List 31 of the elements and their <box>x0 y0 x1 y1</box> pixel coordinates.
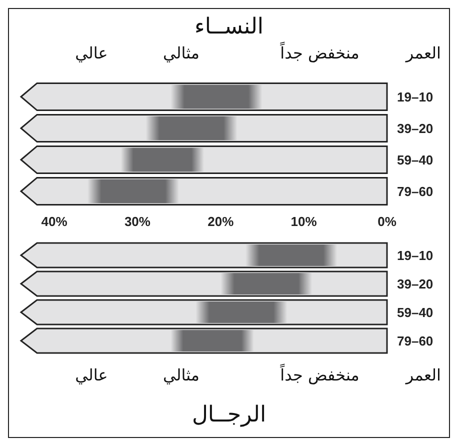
y-tick-label: 79–60 <box>397 333 434 348</box>
y-tick-label: 19–10 <box>397 248 434 263</box>
x-tick-label: 30% <box>124 214 151 229</box>
bar <box>146 116 238 140</box>
chart-title: النســاء <box>194 14 264 40</box>
bar <box>170 84 262 109</box>
x-tick-label: 10% <box>290 214 318 229</box>
bar <box>170 330 254 352</box>
x-tick-label: 0% <box>378 214 397 229</box>
text: عالي <box>75 44 108 62</box>
text: الرجــال <box>192 402 266 428</box>
text: عالي <box>75 366 108 384</box>
bar <box>88 179 180 204</box>
y-tick-label: 19–10 <box>397 89 434 104</box>
y-tick-label: 59–40 <box>397 304 434 320</box>
y-tick-label: 39–20 <box>397 120 434 136</box>
text: منخفض جداً <box>279 362 360 384</box>
y-tick-label: 79–60 <box>397 184 434 199</box>
y-tick-label: 39–20 <box>397 276 434 292</box>
y-axis-title: العمر <box>404 44 442 62</box>
bar <box>220 272 312 295</box>
bar <box>196 301 288 324</box>
text: مثالي <box>163 366 200 384</box>
y-tick-label: 59–40 <box>397 152 434 168</box>
bar <box>246 244 338 266</box>
y-axis-title: العمر <box>404 366 442 384</box>
text: منخفض جداً <box>279 40 360 62</box>
text: مثالي <box>163 44 200 62</box>
x-tick-label: 40% <box>41 214 68 229</box>
x-tick-label: 20% <box>208 214 234 229</box>
bar <box>120 148 204 172</box>
